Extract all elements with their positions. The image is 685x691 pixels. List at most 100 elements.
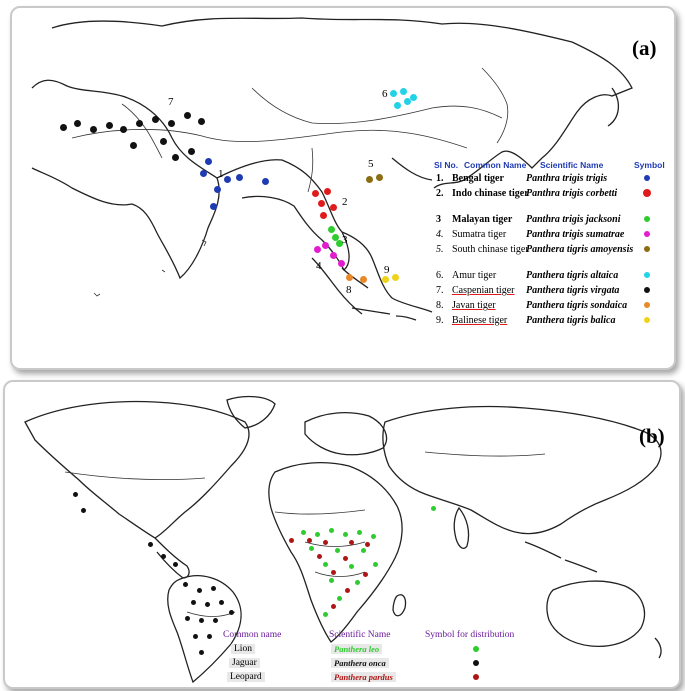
world-map <box>24 395 662 684</box>
legend-scientific: Panthera onca <box>331 658 389 668</box>
legend-common: Malayan tiger <box>452 214 513 225</box>
indochinese-tiger-dot <box>318 200 325 207</box>
jaguar-dot <box>197 588 202 593</box>
legend-symbol <box>644 287 650 293</box>
lion-dot <box>323 562 328 567</box>
caspian-tiger-dot <box>152 116 159 123</box>
leopard-dot <box>331 604 336 609</box>
legend-no: 8. <box>436 300 444 311</box>
map-label-9: 9 <box>384 264 390 276</box>
lion-dot <box>337 596 342 601</box>
legend-common: Lion <box>231 644 255 654</box>
javan-tiger-dot <box>360 276 367 283</box>
legend-scientific: Panthra trigis trigis <box>526 173 608 184</box>
bengal-tiger-dot <box>205 158 212 165</box>
caspian-tiger-dot <box>90 126 97 133</box>
panel-b-bigcat-map: (b) <box>3 380 681 689</box>
legend-symbol <box>473 646 479 652</box>
leopard-dot <box>317 554 322 559</box>
legend-no: 7. <box>436 285 444 296</box>
leopard-dot <box>349 540 354 545</box>
caspian-tiger-dot <box>60 124 67 131</box>
legend-header-common: Common Name <box>464 160 527 170</box>
lion-dot <box>355 580 360 585</box>
caspian-tiger-dot <box>188 148 195 155</box>
legend-header-scientific: Scientific Name <box>329 630 391 640</box>
indochinese-tiger-dot <box>330 204 337 211</box>
legend-common: Indo chinase tiger <box>452 188 529 199</box>
legend-header-no: Sl No. <box>434 160 459 170</box>
map-label-8: 8 <box>346 284 352 296</box>
legend-scientific: Panthera tigris amoyensis <box>526 244 634 255</box>
lion-dot <box>361 548 366 553</box>
caspian-tiger-dot <box>120 126 127 133</box>
jaguar-dot <box>211 586 216 591</box>
sumatra-tiger-dot <box>314 246 321 253</box>
legend-common: Amur tiger <box>452 270 497 281</box>
leopard-dot <box>323 540 328 545</box>
legend-header-scientific: Scientific Name <box>540 160 604 170</box>
legend-symbol <box>643 189 651 197</box>
legend-symbol <box>644 317 650 323</box>
malayan-tiger-dot <box>332 234 339 241</box>
legend-common: Balinese tiger <box>452 315 508 326</box>
legend-header-symbol: Symbol <box>634 160 665 170</box>
sumatra-tiger-dot <box>322 242 329 249</box>
bengal-tiger-dot <box>210 203 217 210</box>
lion-dot <box>373 562 378 567</box>
legend-common: Bengal tiger <box>452 173 504 184</box>
legend-common: Leopard <box>227 672 265 682</box>
south-china-tiger-dot <box>376 174 383 181</box>
legend-header-symbol: Symbol for distribution <box>425 630 515 640</box>
jaguar-dot <box>81 508 86 513</box>
caspian-tiger-dot <box>136 120 143 127</box>
lion-dot <box>349 564 354 569</box>
jaguar-dot <box>213 618 218 623</box>
caspian-tiger-dot <box>198 118 205 125</box>
caspian-tiger-dot <box>184 112 191 119</box>
jaguar-dot <box>199 618 204 623</box>
caspian-tiger-dot <box>172 154 179 161</box>
legend-symbol <box>644 175 650 181</box>
javan-tiger-dot <box>346 274 353 281</box>
legend-symbol <box>644 302 650 308</box>
legend-no: 2. <box>436 188 508 200</box>
bengal-tiger-dot <box>262 178 269 185</box>
jaguar-dot <box>191 600 196 605</box>
jaguar-dot <box>161 554 166 559</box>
indochinese-tiger-dot <box>312 190 319 197</box>
legend-scientific: Panthera tigris balica <box>526 315 616 326</box>
legend-scientific: Panthera tigris sondaica <box>526 300 628 311</box>
asia-map <box>31 17 633 321</box>
jaguar-dot <box>207 634 212 639</box>
lion-dot <box>315 532 320 537</box>
jaguar-dot <box>148 542 153 547</box>
legend-symbol <box>644 231 650 237</box>
panel-a-tiger-map: (a) <box>10 6 676 370</box>
legend-symbol <box>473 674 479 680</box>
jaguar-dot <box>185 616 190 621</box>
leopard-dot <box>343 556 348 561</box>
panel-a-label: (a) <box>632 36 657 60</box>
malayan-tiger-dot <box>336 240 343 247</box>
bengal-tiger-dot <box>224 176 231 183</box>
jaguar-dot <box>173 562 178 567</box>
legend-scientific: Panthra trigis corbetti <box>526 188 618 199</box>
legend-scientific: Panthera pardus <box>331 672 396 682</box>
south-china-tiger-dot <box>366 176 373 183</box>
bengal-tiger-dot <box>214 186 221 193</box>
jaguar-dot <box>219 600 224 605</box>
legend-symbol <box>644 246 650 252</box>
legend-no: 5. <box>436 244 444 255</box>
map-label-3: 3 <box>342 234 348 246</box>
legend-no: 3 <box>436 214 441 225</box>
jaguar-dot <box>205 602 210 607</box>
map-label-5: 5 <box>368 158 374 170</box>
caspian-tiger-dot <box>74 120 81 127</box>
legend-common: Sumatra tiger <box>452 229 507 240</box>
lion-dot <box>357 530 362 535</box>
jaguar-dot <box>199 650 204 655</box>
legend-common: South chinase tiger <box>452 244 529 255</box>
legend-common: Jaguar <box>229 658 260 668</box>
jaguar-dot <box>193 634 198 639</box>
